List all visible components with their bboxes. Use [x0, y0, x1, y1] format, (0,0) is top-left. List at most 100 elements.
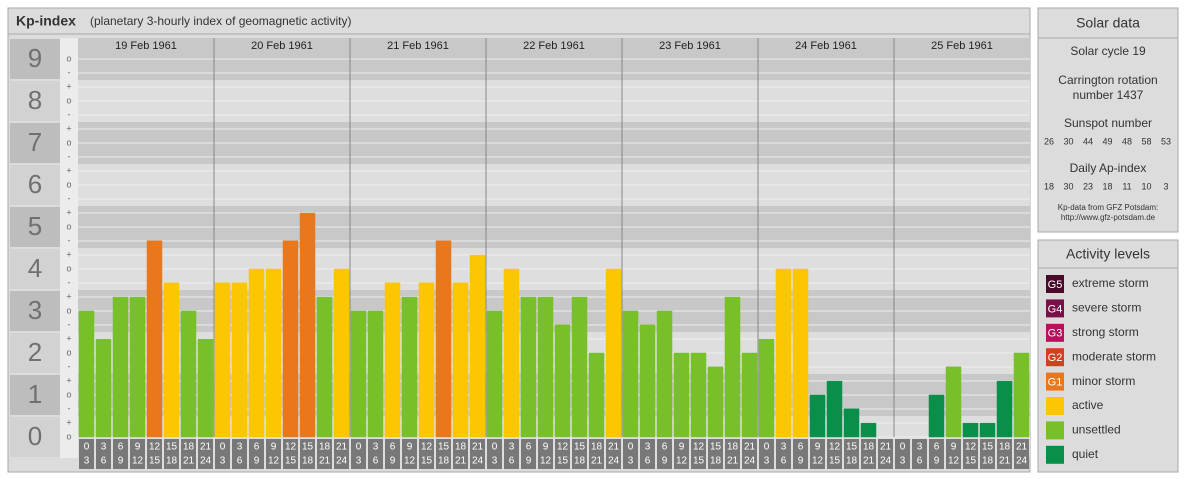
hour-label: 3 [373, 442, 379, 453]
bar [146, 240, 163, 438]
sub-label-box [60, 164, 78, 206]
hour-cell [742, 439, 757, 469]
y-tick-label: 4 [28, 253, 42, 283]
hour-label: 3 [628, 456, 634, 467]
hour-label: 12 [404, 456, 416, 467]
hour-label: 15 [557, 456, 569, 467]
bar [792, 268, 809, 438]
hour-label: 3 [101, 442, 107, 453]
sub-tick-label: - [68, 361, 71, 371]
hour-label: 12 [829, 442, 841, 453]
sub-tick-label: o [66, 221, 71, 231]
sub-label-box [60, 80, 78, 122]
hour-label: 6 [798, 442, 804, 453]
bar [78, 310, 95, 438]
hour-label: 3 [356, 456, 362, 467]
hour-cell [96, 439, 111, 469]
legend-title: Activity levels [1066, 246, 1150, 262]
day-label: 24 Feb 1961 [795, 40, 857, 52]
hour-cell [436, 439, 451, 469]
day-label: 25 Feb 1961 [931, 40, 993, 52]
hour-cell [300, 439, 315, 469]
y-tick-label: 3 [28, 295, 42, 325]
solar-panel [1037, 7, 1179, 233]
hour-label: 21 [880, 442, 892, 453]
hour-label: 3 [237, 442, 243, 453]
hour-label: 6 [118, 442, 124, 453]
hour-cell [249, 439, 264, 469]
hour-cell [198, 439, 213, 469]
y-label-box [10, 375, 60, 415]
hour-cell [640, 439, 655, 469]
y-label-box [10, 291, 60, 331]
hour-label: 18 [982, 456, 994, 467]
sub-tick-label: o [66, 263, 71, 273]
hour-label: 15 [166, 442, 178, 453]
hour-label: 0 [764, 442, 770, 453]
y-label-box [10, 123, 60, 163]
bar [775, 268, 792, 438]
sunspot-value: 49 [1102, 136, 1112, 146]
y-label-box [10, 249, 60, 289]
bar [690, 352, 707, 438]
ap-value: 18 [1044, 181, 1054, 191]
hour-cell [232, 439, 247, 469]
hour-cell [657, 439, 672, 469]
hour-cell [878, 439, 893, 469]
y-label-box [10, 165, 60, 205]
hour-cell [589, 439, 604, 469]
legend-label: quiet [1072, 447, 1099, 461]
bar [384, 282, 401, 438]
bar [418, 282, 435, 438]
sub-tick-label: - [68, 193, 71, 203]
day-label: 23 Feb 1961 [659, 40, 721, 52]
hour-cell [317, 439, 332, 469]
hour-cell [521, 439, 536, 469]
hour-label: 15 [965, 456, 977, 467]
hour-label: 18 [591, 442, 603, 453]
sub-tick-label: o [66, 137, 71, 147]
hour-label: 12 [540, 456, 552, 467]
sunspot-value: 53 [1161, 136, 1171, 146]
hour-label: 6 [509, 456, 515, 467]
hour-cell [487, 439, 502, 469]
bar [826, 380, 843, 438]
sub-label-box [60, 38, 78, 80]
legend-swatch [1046, 275, 1064, 293]
hour-label: 6 [237, 456, 243, 467]
hour-label: 12 [693, 442, 705, 453]
hour-label: 9 [118, 456, 124, 467]
bar [639, 324, 656, 438]
hour-label: 9 [390, 456, 396, 467]
sub-tick-label: - [68, 109, 71, 119]
day-label: 22 Feb 1961 [523, 40, 585, 52]
hour-label: 6 [390, 442, 396, 453]
sub-tick-label: - [68, 235, 71, 245]
solar-cycle: Solar cycle 19 [1070, 44, 1146, 58]
bar [282, 240, 299, 438]
y-tick-label: 0 [28, 421, 42, 451]
hour-cell [963, 439, 978, 469]
ap-value: 10 [1141, 181, 1151, 191]
y-tick-label: 1 [28, 379, 42, 409]
hour-label: 9 [407, 442, 413, 453]
hour-label: 9 [951, 442, 957, 453]
bar [129, 296, 146, 438]
hour-cell [793, 439, 808, 469]
sub-tick-label: + [66, 123, 71, 133]
bar [1013, 352, 1030, 438]
y-label-box [10, 39, 60, 79]
bar [656, 310, 673, 438]
hour-label: 9 [662, 456, 668, 467]
y-tick-label: 2 [28, 337, 42, 367]
sub-label-box [60, 248, 78, 290]
hour-label: 0 [356, 442, 362, 453]
hour-label: 9 [526, 456, 532, 467]
hour-cell [776, 439, 791, 469]
sub-label-box [60, 416, 78, 458]
bar [435, 240, 452, 438]
bar [860, 422, 877, 438]
hour-label: 24 [200, 456, 212, 467]
bar [401, 296, 418, 438]
